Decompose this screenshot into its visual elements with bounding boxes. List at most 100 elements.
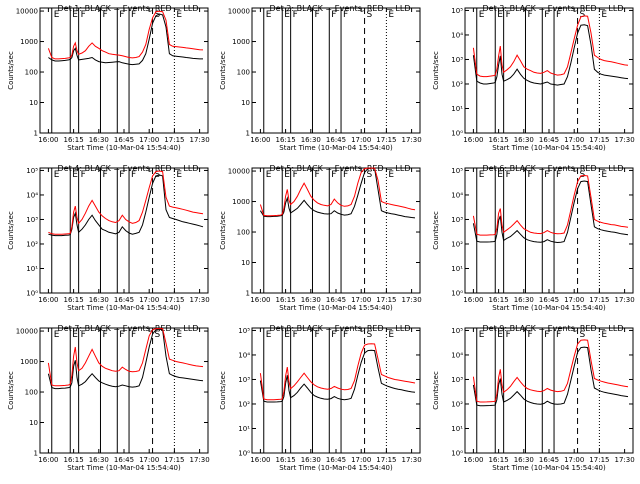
time-marker-label: E xyxy=(497,330,503,340)
y-tick-label: 10⁴ xyxy=(451,31,463,39)
x-tick-label: 16:45 xyxy=(326,136,346,144)
y-tick-label: 10² xyxy=(451,80,463,88)
x-tick-label: 17:00 xyxy=(351,456,371,464)
y-tick-label: 100 xyxy=(237,69,250,77)
y-tick-label: 10³ xyxy=(451,216,463,224)
time-marker-label: F xyxy=(331,330,336,340)
time-marker-label: E xyxy=(54,10,60,20)
y-tick-label: 10⁵ xyxy=(451,327,463,335)
time-marker-label: F xyxy=(314,10,319,20)
x-axis-label: Start Time (10-Mar-04 15:54:40) xyxy=(67,464,181,472)
x-tick-label: 16:45 xyxy=(114,456,134,464)
x-tick-label: 16:45 xyxy=(326,296,346,304)
y-tick-label: 10⁴ xyxy=(451,351,463,359)
time-marker-label: F xyxy=(527,330,532,340)
time-marker-label: E xyxy=(176,170,182,180)
time-marker-label: E xyxy=(176,10,182,20)
y-tick-label: 10000 xyxy=(228,8,250,16)
y-tick-label: 10³ xyxy=(451,56,463,64)
y-tick-label: 10⁴ xyxy=(238,351,250,359)
time-marker-label: F xyxy=(131,10,136,20)
x-tick-label: 17:30 xyxy=(615,456,635,464)
x-tick-label: 16:00 xyxy=(38,456,58,464)
time-marker-label: F xyxy=(556,10,561,20)
y-tick-label: 10⁰ xyxy=(451,450,463,458)
time-marker-label: F xyxy=(119,330,124,340)
panel-2: Det 2: BLACK = Events, RED = LLD11010010… xyxy=(219,4,422,152)
y-tick-label: 10000 xyxy=(16,328,38,336)
panel-7: Det 7: BLACK = Events, RED = LLD11010010… xyxy=(7,324,210,472)
events-series-line xyxy=(472,346,629,407)
x-tick-label: 17:15 xyxy=(164,296,184,304)
panel-3: Det 3: BLACK = Events, RED = LLD10⁰10¹10… xyxy=(432,4,635,152)
x-tick-label: 17:00 xyxy=(564,136,584,144)
x-tick-label: 17:30 xyxy=(615,136,635,144)
x-tick-label: 17:15 xyxy=(376,456,396,464)
time-marker-label: F xyxy=(119,10,124,20)
y-tick-label: 1 xyxy=(34,450,38,458)
y-tick-label: 10⁰ xyxy=(451,290,463,298)
x-tick-label: 17:30 xyxy=(190,136,210,144)
time-marker-label: F xyxy=(527,10,532,20)
time-marker-label: F xyxy=(131,330,136,340)
y-tick-label: 100 xyxy=(25,389,38,397)
y-axis-label: Counts/sec xyxy=(432,51,440,90)
lld-series-line xyxy=(47,328,204,387)
time-marker-label: S xyxy=(367,330,373,340)
y-tick-label: 10⁵ xyxy=(238,327,250,335)
x-tick-label: 17:00 xyxy=(139,136,159,144)
x-axis-label: Start Time (10-Mar-04 15:54:40) xyxy=(279,144,393,152)
x-tick-label: 17:30 xyxy=(615,296,635,304)
time-marker-label: F xyxy=(102,170,107,180)
y-tick-label: 1 xyxy=(34,130,38,138)
x-tick-label: 16:00 xyxy=(250,296,270,304)
time-marker-label: F xyxy=(119,170,124,180)
x-tick-label: 16:30 xyxy=(301,296,321,304)
x-tick-label: 17:30 xyxy=(402,296,422,304)
lld-series-line xyxy=(48,170,204,235)
y-tick-label: 1000 xyxy=(232,198,250,206)
events-series-line xyxy=(259,349,416,403)
x-tick-label: 16:30 xyxy=(301,456,321,464)
x-tick-label: 17:15 xyxy=(164,456,184,464)
time-marker-label: E xyxy=(54,170,60,180)
time-marker-label: F xyxy=(506,170,511,180)
x-tick-label: 16:15 xyxy=(276,136,296,144)
events-series-line xyxy=(47,328,204,390)
y-tick-label: 10⁵ xyxy=(26,167,38,175)
y-tick-label: 10 xyxy=(241,259,250,267)
y-tick-label: 10⁵ xyxy=(451,167,463,175)
y-tick-label: 1 xyxy=(246,130,250,138)
x-tick-label: 16:00 xyxy=(250,136,270,144)
time-marker-label: F xyxy=(293,330,298,340)
x-tick-label: 17:30 xyxy=(190,456,210,464)
events-series-line xyxy=(472,180,629,244)
panel-8: Det 8: BLACK = Events, RED = LLD10⁰10¹10… xyxy=(219,324,422,472)
x-tick-label: 16:30 xyxy=(514,136,534,144)
x-tick-label: 17:30 xyxy=(402,136,422,144)
time-marker-label: E xyxy=(72,170,78,180)
x-tick-label: 17:00 xyxy=(139,296,159,304)
y-tick-label: 10 xyxy=(241,99,250,107)
time-marker-label: F xyxy=(102,10,107,20)
time-marker-label: S xyxy=(367,10,373,20)
time-marker-label: F xyxy=(527,170,532,180)
time-marker-label: F xyxy=(314,330,319,340)
x-tick-label: 16:30 xyxy=(89,456,109,464)
time-marker-label: E xyxy=(266,330,272,340)
x-tick-label: 17:00 xyxy=(564,296,584,304)
x-tick-label: 17:30 xyxy=(190,296,210,304)
x-tick-label: 16:15 xyxy=(489,296,509,304)
time-marker-label: E xyxy=(388,10,394,20)
x-tick-label: 16:15 xyxy=(64,296,84,304)
x-tick-label: 17:15 xyxy=(376,296,396,304)
y-axis-label: Counts/sec xyxy=(432,371,440,410)
x-tick-label: 17:15 xyxy=(589,136,609,144)
y-tick-label: 10¹ xyxy=(451,265,463,273)
x-tick-label: 16:45 xyxy=(114,136,134,144)
x-tick-label: 16:15 xyxy=(489,136,509,144)
time-marker-label: E xyxy=(601,330,607,340)
plot-frame xyxy=(464,7,634,134)
x-tick-label: 16:45 xyxy=(114,296,134,304)
